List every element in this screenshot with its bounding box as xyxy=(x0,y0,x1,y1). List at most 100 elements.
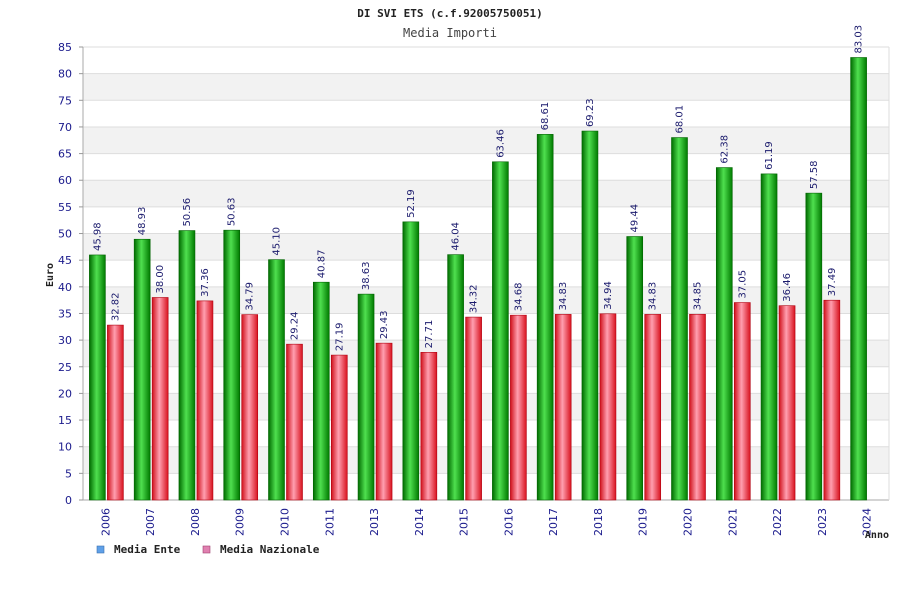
bar-media-nazionale-2011 xyxy=(330,354,348,501)
y-tick-label: 60 xyxy=(58,174,72,187)
x-tick-label: 2020 xyxy=(682,508,695,536)
data-label: 52.19 xyxy=(406,189,417,218)
y-tick-label: 85 xyxy=(58,41,72,54)
data-label: 37.36 xyxy=(200,268,211,297)
x-tick-label: 2022 xyxy=(771,508,784,536)
y-tick-label: 15 xyxy=(58,414,72,427)
data-label: 83.03 xyxy=(854,25,865,54)
data-label: 34.79 xyxy=(245,282,256,311)
bar-media-ente-2007 xyxy=(133,238,151,501)
data-label: 27.19 xyxy=(334,322,345,351)
bar-media-nazionale-2015 xyxy=(465,316,482,501)
x-tick-label: 2024 xyxy=(861,508,874,536)
y-tick-label: 45 xyxy=(58,254,72,267)
bar-media-ente-2023 xyxy=(805,192,823,501)
y-axis-label: Euro xyxy=(45,263,56,287)
bar-media-nazionale-2017 xyxy=(554,314,572,501)
y-tick-label: 10 xyxy=(58,441,72,454)
data-label: 50.63 xyxy=(227,198,238,227)
bar-media-ente-2021 xyxy=(715,167,733,501)
x-tick-label: 2018 xyxy=(592,508,605,536)
y-tick-label: 75 xyxy=(58,94,72,107)
bar-media-ente-2015 xyxy=(447,254,464,501)
x-tick-label: 2016 xyxy=(502,508,515,536)
data-label: 50.56 xyxy=(182,198,193,227)
grid-band xyxy=(83,126,889,154)
y-tick-label: 70 xyxy=(58,121,72,134)
bar-media-nazionale-2020 xyxy=(689,313,706,501)
data-label: 29.24 xyxy=(290,312,301,341)
data-label: 29.43 xyxy=(379,311,390,340)
bar-media-nazionale-2009 xyxy=(241,314,259,501)
bar-media-ente-2016 xyxy=(492,161,509,501)
bar-media-ente-2022 xyxy=(760,173,778,501)
data-label: 62.38 xyxy=(719,135,730,164)
y-tick-label: 40 xyxy=(58,281,72,294)
data-label: 34.85 xyxy=(693,282,704,311)
x-tick-label: 2009 xyxy=(234,508,247,536)
data-label: 57.58 xyxy=(809,160,820,189)
data-label: 49.44 xyxy=(630,204,641,233)
x-axis-label: Anno xyxy=(865,530,889,541)
bars xyxy=(89,57,867,501)
data-label: 69.23 xyxy=(585,98,596,127)
bar-media-ente-2013 xyxy=(357,293,375,501)
y-tick-label: 30 xyxy=(58,334,72,347)
x-tick-label: 2007 xyxy=(144,508,157,536)
bar-media-nazionale-2021 xyxy=(733,302,751,501)
chart-title: DI SVI ETS (c.f.92005750051) xyxy=(357,7,542,20)
bar-media-nazionale-2006 xyxy=(107,324,124,501)
grid-band xyxy=(83,73,889,101)
bar-media-nazionale-2019 xyxy=(644,314,662,501)
legend-swatch-media-ente xyxy=(96,545,105,554)
grid-band xyxy=(83,286,889,314)
grid-band xyxy=(83,393,889,421)
bar-media-nazionale-2022 xyxy=(778,305,796,501)
bar-media-nazionale-2014 xyxy=(420,352,438,501)
x-tick-label: 2011 xyxy=(323,508,336,536)
data-label: 27.71 xyxy=(424,320,435,349)
x-tick-label: 2021 xyxy=(726,508,739,536)
bar-media-ente-2006 xyxy=(89,254,106,501)
legend-swatch-media-nazionale xyxy=(202,545,211,554)
data-label: 36.46 xyxy=(782,273,793,302)
data-label: 34.32 xyxy=(469,284,480,313)
bar-media-ente-2009 xyxy=(223,229,241,501)
data-labels: 45.98 32.82 48.93 38.00 50.56 37.36 50.63 34.79… xyxy=(92,25,864,351)
data-label: 38.63 xyxy=(361,261,372,290)
bar-media-ente-2010 xyxy=(268,259,285,501)
grid-band xyxy=(83,340,889,367)
x-tick-label: 2015 xyxy=(458,508,471,536)
x-tick-label: 2008 xyxy=(189,508,202,536)
bar-media-nazionale-2016 xyxy=(510,314,527,501)
bar-media-ente-2019 xyxy=(626,236,644,501)
data-label: 61.19 xyxy=(764,141,775,170)
data-label: 63.46 xyxy=(495,129,506,158)
x-tick-label: 2019 xyxy=(637,508,650,536)
legend: Media Ente Media Nazionale xyxy=(96,543,320,556)
data-label: 45.10 xyxy=(272,227,283,256)
bar-media-ente-2018 xyxy=(581,130,599,501)
y-tick-label: 5 xyxy=(65,467,72,480)
x-tick-label: 2014 xyxy=(413,508,426,536)
data-label: 40.87 xyxy=(316,250,327,279)
data-label: 68.01 xyxy=(675,105,686,134)
data-label: 48.93 xyxy=(137,207,148,236)
data-label: 34.83 xyxy=(648,282,659,311)
bar-media-nazionale-2010 xyxy=(286,343,303,501)
chart-subtitle: Media Importi xyxy=(403,26,497,40)
y-tick-label: 35 xyxy=(58,307,72,320)
data-label: 68.61 xyxy=(540,102,551,131)
bar-media-nazionale-2018 xyxy=(599,313,617,501)
grid-band xyxy=(83,446,889,474)
data-label: 37.05 xyxy=(737,270,748,299)
data-label: 37.49 xyxy=(827,268,838,297)
data-label: 45.98 xyxy=(92,222,103,251)
x-tick-label: 2006 xyxy=(99,508,112,536)
bar-media-ente-2008 xyxy=(178,230,196,501)
x-tick-label: 2017 xyxy=(547,508,560,536)
bar-media-nazionale-2013 xyxy=(375,342,393,501)
grid-band xyxy=(83,180,889,207)
y-tick-label: 80 xyxy=(58,68,72,81)
